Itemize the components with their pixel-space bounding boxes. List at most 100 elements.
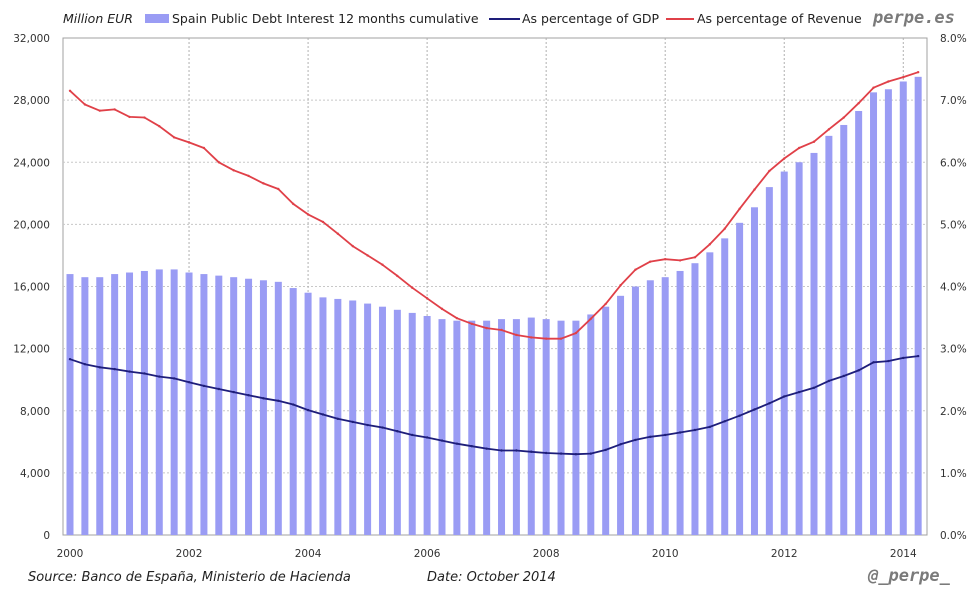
point-gdp-2005Q3 — [396, 430, 399, 433]
legend-label-gdp: As percentage of GDP — [522, 11, 660, 26]
point-gdp-2002Q4 — [232, 390, 235, 394]
bar-2008Q1 — [542, 319, 550, 535]
point-revenue-2005Q2 — [381, 263, 384, 266]
bar-2001Q2 — [140, 270, 148, 535]
point-revenue-2000Q1 — [68, 89, 72, 93]
bar-2002Q2 — [200, 274, 208, 535]
point-revenue-2008Q1 — [544, 337, 548, 340]
point-revenue-2011Q3 — [753, 188, 756, 191]
point-gdp-2013Q4 — [887, 359, 890, 363]
bar-2005Q2 — [378, 306, 386, 535]
point-gdp-2003Q3 — [277, 399, 280, 403]
point-revenue-2001Q3 — [158, 125, 161, 128]
point-revenue-2003Q1 — [247, 174, 250, 178]
point-revenue-2009Q3 — [634, 268, 637, 271]
point-gdp-2011Q3 — [753, 408, 756, 411]
point-revenue-2000Q4 — [113, 108, 116, 111]
point-revenue-2007Q4 — [530, 336, 533, 339]
bar-2010Q3 — [691, 263, 699, 535]
bar-2000Q3 — [96, 277, 104, 535]
bar-2007Q4 — [527, 317, 535, 535]
bar-2010Q1 — [661, 277, 669, 535]
date-note: Date: October 2014 — [427, 570, 556, 585]
bar-2009Q1 — [602, 306, 610, 535]
point-revenue-2004Q1 — [306, 213, 310, 216]
point-revenue-2007Q2 — [500, 328, 503, 332]
bar-2011Q3 — [750, 207, 758, 535]
bar-2006Q4 — [468, 320, 476, 535]
point-revenue-2003Q2 — [262, 182, 265, 185]
line-revenue — [69, 71, 919, 340]
bar-2012Q2 — [795, 162, 803, 535]
bar-2009Q3 — [631, 286, 639, 535]
bar-2014Q1 — [899, 81, 907, 536]
point-revenue-2011Q1 — [723, 227, 726, 230]
bar-2009Q4 — [646, 280, 654, 535]
bar-2007Q1 — [483, 320, 491, 535]
handle-label: @_perpe_ — [867, 566, 951, 586]
y-left-tick-label: 0 — [43, 530, 50, 542]
line-gdp — [69, 355, 919, 456]
bar-2006Q1 — [423, 316, 431, 535]
y-right-tick-label: 5.0% — [940, 219, 967, 231]
point-revenue-2010Q4 — [708, 243, 712, 246]
point-revenue-2011Q2 — [738, 207, 741, 211]
point-gdp-2008Q1 — [544, 451, 548, 455]
point-gdp-2012Q2 — [797, 390, 801, 394]
point-revenue-2012Q2 — [797, 146, 801, 150]
point-revenue-2009Q2 — [619, 284, 622, 287]
x-tick-label: 2002 — [176, 548, 203, 560]
point-gdp-2007Q4 — [530, 450, 533, 453]
bar-2004Q1 — [304, 292, 312, 535]
bar-2001Q3 — [155, 269, 163, 535]
y-right-tick-label: 2.0% — [940, 406, 967, 418]
point-revenue-2013Q2 — [857, 102, 860, 105]
point-revenue-2014Q1 — [902, 75, 905, 79]
point-gdp-2000Q1 — [68, 357, 72, 361]
point-revenue-2006Q2 — [440, 307, 444, 311]
point-gdp-2001Q3 — [158, 375, 161, 378]
point-gdp-2010Q1 — [664, 433, 667, 437]
bar-2013Q2 — [855, 110, 863, 535]
point-revenue-2010Q3 — [693, 256, 697, 259]
point-gdp-2004Q3 — [336, 417, 340, 421]
bar-2012Q3 — [810, 152, 818, 535]
point-revenue-2001Q1 — [128, 115, 131, 119]
bar-2008Q2 — [557, 320, 565, 535]
bar-2003Q2 — [259, 280, 267, 535]
point-gdp-2003Q1 — [247, 394, 250, 397]
point-gdp-2002Q3 — [217, 387, 220, 391]
point-revenue-2005Q3 — [396, 274, 399, 278]
point-gdp-2008Q3 — [574, 453, 578, 456]
bar-2004Q2 — [319, 297, 327, 535]
y-right-tick-label: 4.0% — [940, 282, 967, 294]
point-revenue-2007Q1 — [485, 326, 488, 330]
point-gdp-2008Q4 — [589, 452, 592, 455]
point-revenue-2009Q4 — [649, 260, 652, 263]
bar-2001Q1 — [126, 272, 134, 535]
y-right-tick-label: 7.0% — [940, 95, 967, 107]
y-left-tick-label: 8,000 — [20, 406, 50, 418]
bar-2003Q1 — [245, 278, 253, 535]
point-gdp-2004Q2 — [321, 413, 325, 416]
point-gdp-2006Q4 — [470, 444, 473, 448]
point-revenue-2005Q1 — [366, 254, 369, 257]
x-tick-label: 2014 — [890, 548, 917, 560]
point-gdp-2001Q1 — [128, 370, 131, 373]
point-gdp-2010Q3 — [693, 428, 697, 432]
point-gdp-2001Q4 — [172, 377, 176, 380]
bar-2010Q2 — [676, 270, 684, 535]
point-gdp-2011Q1 — [723, 420, 726, 423]
point-gdp-2009Q2 — [619, 443, 622, 446]
unit-label: Million EUR — [63, 11, 133, 26]
x-tick-label: 2004 — [295, 548, 322, 560]
brand-label: perpe.es — [872, 8, 955, 28]
bar-2006Q3 — [453, 320, 461, 535]
point-gdp-2014Q1 — [902, 356, 905, 360]
point-gdp-2001Q2 — [143, 372, 146, 375]
bar-2000Q1 — [66, 274, 74, 535]
point-gdp-2004Q1 — [306, 408, 310, 412]
y-right-tick-label: 3.0% — [940, 344, 967, 356]
point-revenue-2013Q3 — [872, 86, 875, 89]
bar-2013Q4 — [884, 89, 892, 536]
